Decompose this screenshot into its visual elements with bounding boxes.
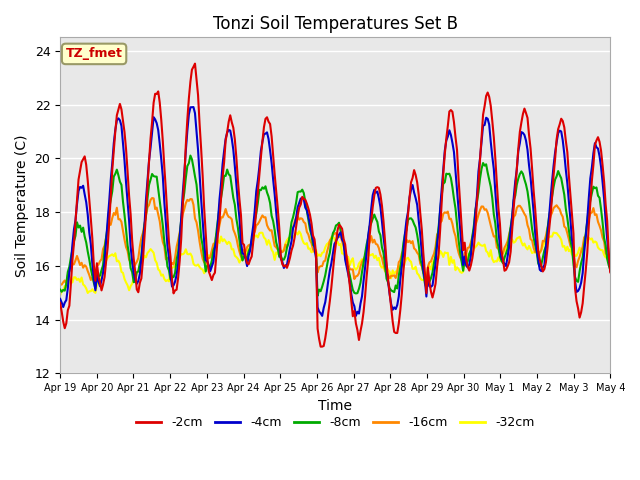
Title: Tonzi Soil Temperatures Set B: Tonzi Soil Temperatures Set B: [212, 15, 458, 33]
Y-axis label: Soil Temperature (C): Soil Temperature (C): [15, 134, 29, 276]
Text: TZ_fmet: TZ_fmet: [66, 48, 122, 60]
X-axis label: Time: Time: [318, 398, 352, 413]
Legend: -2cm, -4cm, -8cm, -16cm, -32cm: -2cm, -4cm, -8cm, -16cm, -32cm: [131, 411, 540, 434]
